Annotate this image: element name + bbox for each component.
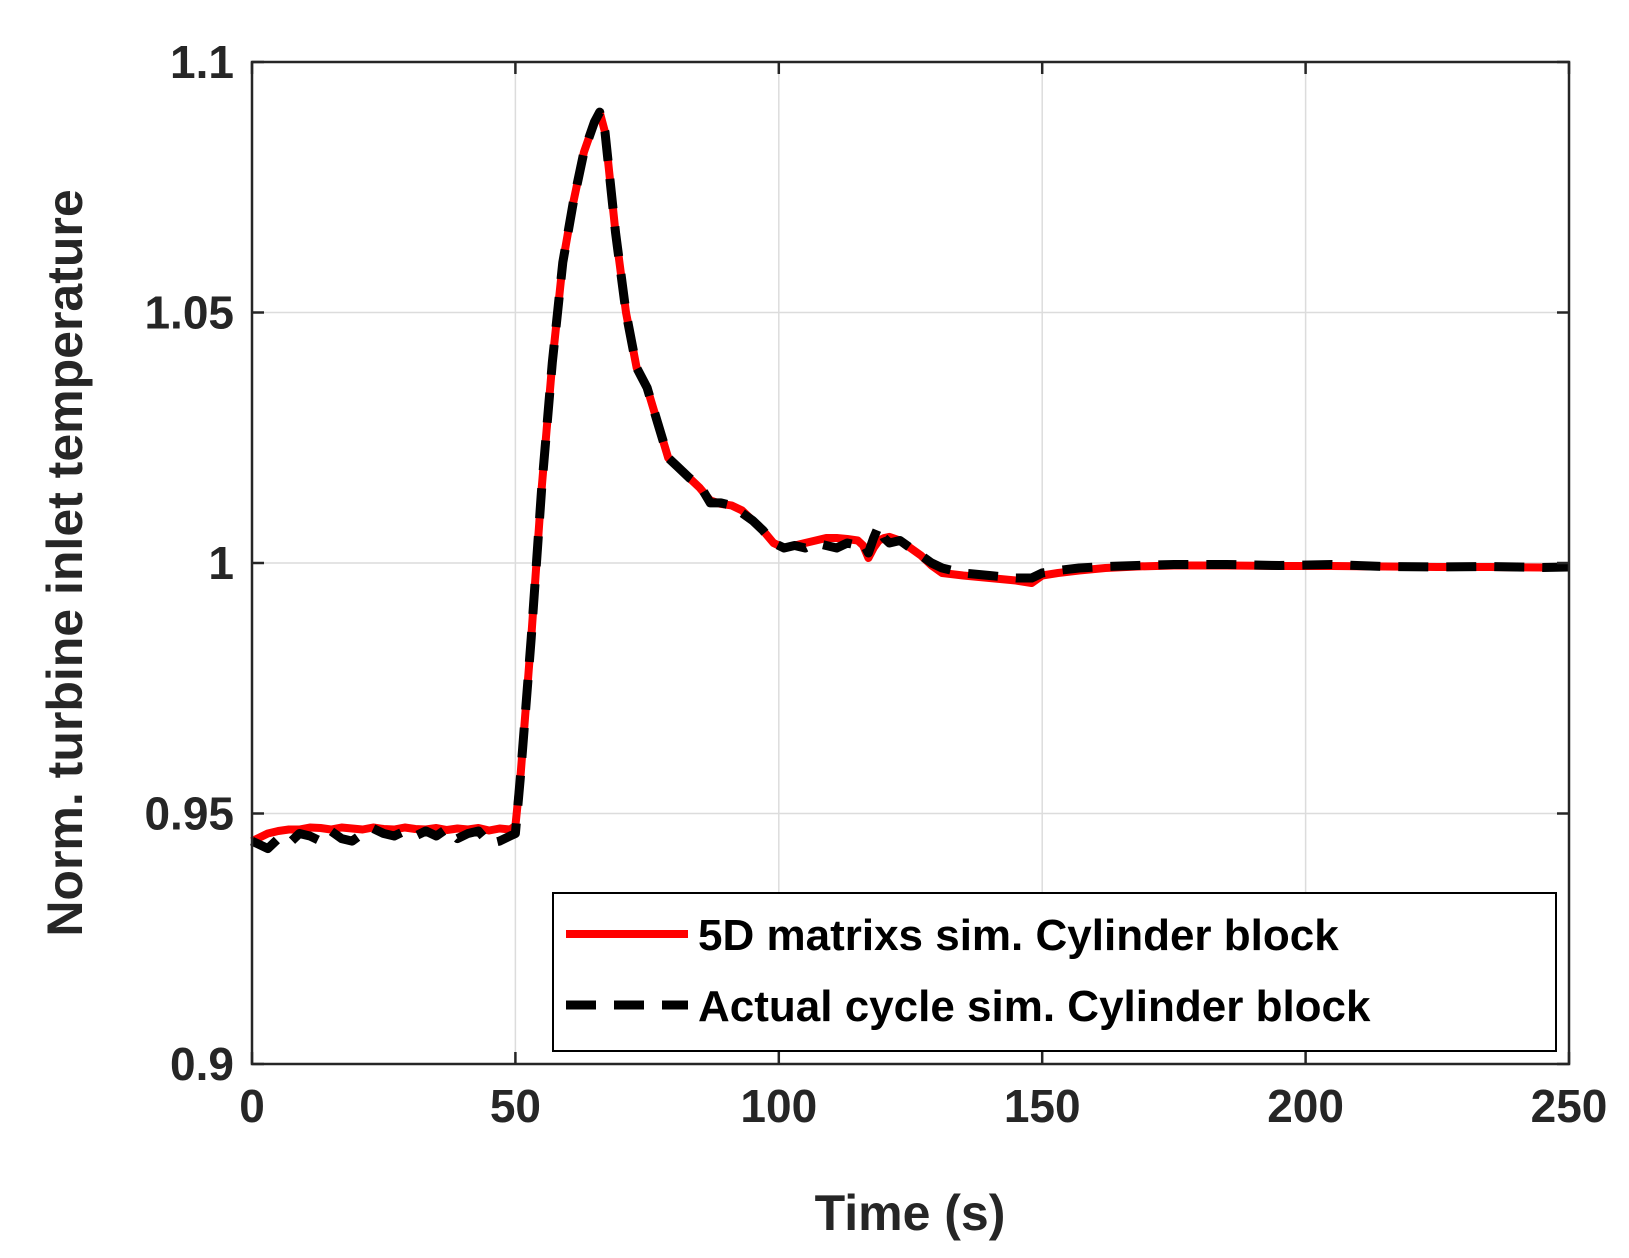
legend-label-actual-cycle: Actual cycle sim. Cylinder block [698, 982, 1371, 1031]
series-line-actual-cycle [250, 107, 1570, 854]
x-tick-label: 50 [490, 1080, 541, 1132]
x-tick-label: 200 [1267, 1080, 1344, 1132]
y-axis-title: Norm. turbine inlet temperature [37, 189, 93, 936]
x-tick-label: 0 [239, 1080, 265, 1132]
y-tick-label: 1 [208, 537, 234, 589]
legend-label-5d-matrixs: 5D matrixs sim. Cylinder block [698, 911, 1339, 960]
tick-labels: 0 50 100 150 200 250 0.9 0.95 1 1.05 1.1 [144, 36, 1607, 1132]
y-tick-label: 0.9 [170, 1038, 234, 1090]
legend: 5D matrixs sim. Cylinder block Actual cy… [552, 892, 1557, 1052]
y-tick-label: 0.95 [144, 788, 234, 840]
ticks [250, 60, 1571, 1066]
x-axis-title: Time (s) [815, 1185, 1006, 1241]
x-tick-label: 100 [740, 1080, 817, 1132]
x-tick-label: 150 [1004, 1080, 1081, 1132]
legend-box [552, 892, 1557, 1052]
x-tick-label: 250 [1531, 1080, 1608, 1132]
y-tick-label: 1.05 [144, 287, 234, 339]
y-tick-label: 1.1 [170, 36, 234, 88]
series-layer [250, 107, 1570, 854]
